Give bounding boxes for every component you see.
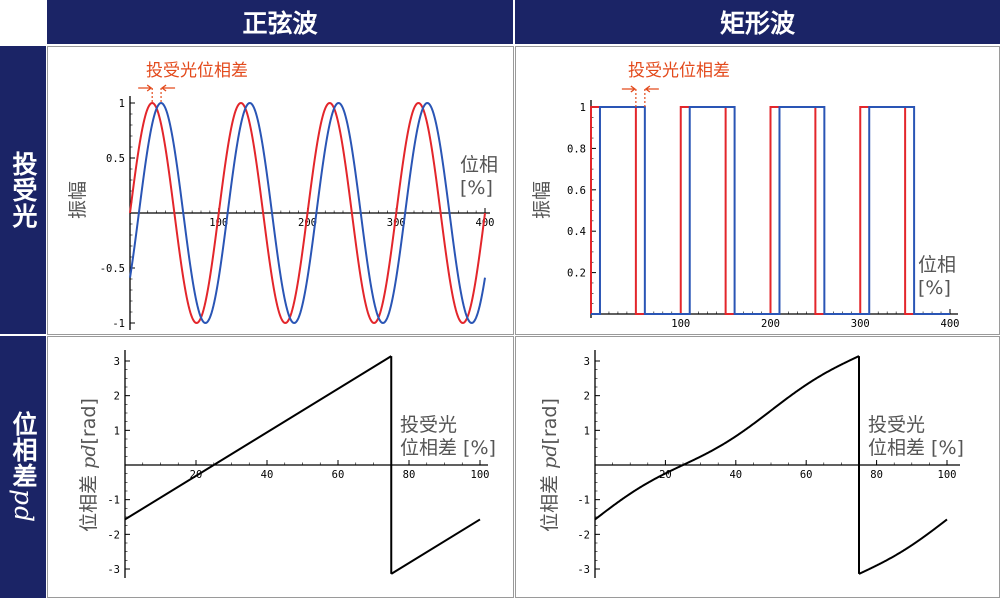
x-axis-label-unit: [%] <box>460 177 493 199</box>
series-red-line <box>129 101 486 325</box>
x-tick-label: 400 <box>476 217 495 229</box>
y-tick-label: -3 <box>107 564 120 576</box>
x-tick-label: 40 <box>261 469 274 481</box>
series-blue-line <box>591 106 950 315</box>
x-tick-label: 100 <box>671 318 690 330</box>
column-header-sine: 正弦波 <box>47 0 513 44</box>
row-header-light: 投受光 <box>0 46 46 334</box>
x-tick-label: 100 <box>209 217 228 229</box>
annotation-arrow-right <box>138 84 153 92</box>
y-axis-label: 位相差 pd[rad] <box>78 398 100 532</box>
x-axis-label: 位相 <box>460 154 498 176</box>
y-tick-label: 0.8 <box>567 143 586 155</box>
y-axis-label: 振幅 <box>531 181 553 219</box>
series-black-line <box>858 518 948 575</box>
y-tick-label: 0.2 <box>567 268 586 280</box>
row-header-phase: 位相差pd <box>0 336 46 598</box>
x-axis-label: 位相 <box>918 254 956 276</box>
series-black-line <box>594 355 860 521</box>
corner-blank <box>0 0 46 44</box>
y-tick-label: 0.5 <box>106 153 125 165</box>
phase-difference-annotation: 投受光位相差 <box>628 61 730 81</box>
x-tick-label: 300 <box>851 318 870 330</box>
x-tick-label: 400 <box>941 318 960 330</box>
y-tick-label: -2 <box>107 529 120 541</box>
x-tick-label: 100 <box>471 469 490 481</box>
square-light-chart: 100 200 300 400 0.2 0.4 0.6 0.8 1 位相[%] 振幅 投受光位相差 <box>531 61 959 330</box>
y-tick-label: 3 <box>584 356 590 368</box>
y-tick-label: 1 <box>114 425 120 437</box>
y-tick-label: -2 <box>577 529 590 541</box>
y-tick-label: 1 <box>119 98 125 110</box>
y-tick-label: 0.4 <box>567 226 586 238</box>
x-axis-label-unit: 位相差 [%] <box>400 437 496 459</box>
series-black-line <box>124 355 392 521</box>
y-tick-label: 0.6 <box>567 185 586 197</box>
y-tick-label: -1 <box>577 495 590 507</box>
column-header-square: 矩形波 <box>515 0 1000 44</box>
y-tick-label: -1 <box>107 495 120 507</box>
x-tick-label: 200 <box>761 318 780 330</box>
x-tick-label: 60 <box>332 469 345 481</box>
y-axis-label: 位相差 pd[rad] <box>539 398 561 532</box>
series-black-line <box>390 518 481 575</box>
x-axis-label-unit: 位相差 [%] <box>868 437 964 459</box>
x-tick-label: 200 <box>298 217 317 229</box>
x-axis-label-unit: [%] <box>918 277 951 299</box>
x-tick-label: 60 <box>800 469 813 481</box>
y-tick-label: 1 <box>580 102 586 114</box>
y-tick-label: -1 <box>112 318 125 330</box>
y-tick-label: 1 <box>584 425 590 437</box>
annotation-arrow-right <box>621 85 636 93</box>
sine-light-chart: 100 200 300 400 -1 -0.5 0.5 1 位相[%] 振幅 投受光位相差 <box>67 61 498 330</box>
y-tick-label: -0.5 <box>100 263 125 275</box>
x-tick-label: 100 <box>938 469 957 481</box>
annotation-arrow-left <box>160 84 176 92</box>
y-axis-label: 振幅 <box>67 181 89 219</box>
y-tick-label: -3 <box>577 564 590 576</box>
y-tick-label: 2 <box>114 391 120 403</box>
phase-difference-annotation: 投受光位相差 <box>146 61 248 81</box>
series-blue-line <box>129 101 486 325</box>
x-tick-label: 80 <box>870 469 883 481</box>
cell-sine-light <box>47 46 514 335</box>
x-tick-label: 300 <box>387 217 406 229</box>
y-tick-label: 2 <box>584 391 590 403</box>
x-tick-label: 80 <box>403 469 416 481</box>
x-tick-label: 40 <box>729 469 742 481</box>
x-axis-label: 投受光 <box>400 414 457 436</box>
y-tick-label: 3 <box>114 356 120 368</box>
annotation-arrow-left <box>644 85 659 93</box>
x-axis-label: 投受光 <box>868 414 925 436</box>
